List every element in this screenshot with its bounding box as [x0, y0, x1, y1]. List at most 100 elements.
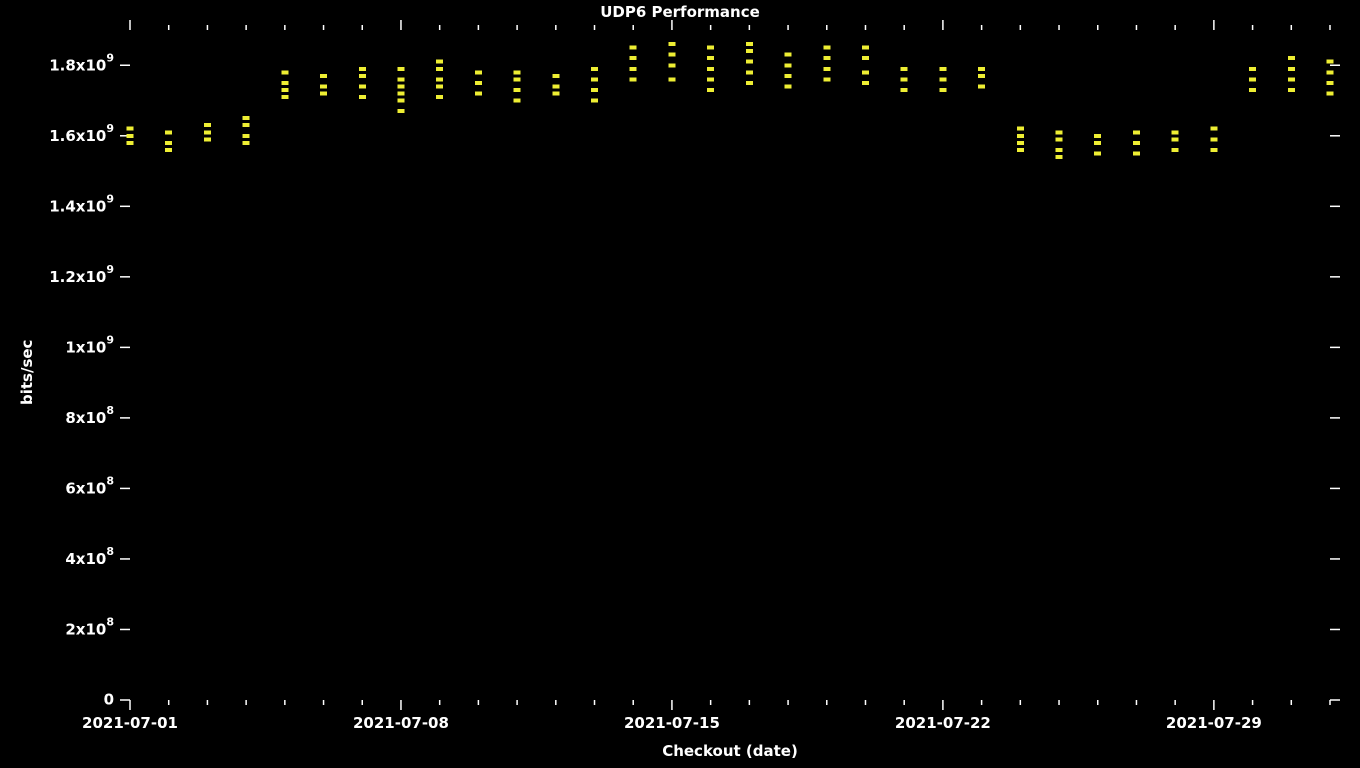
data-point [591, 99, 598, 103]
data-point [1327, 91, 1334, 95]
data-point [359, 95, 366, 99]
data-point [1327, 81, 1334, 85]
data-point [746, 42, 753, 46]
data-point [668, 42, 675, 46]
svg-text:1x109: 1x109 [65, 334, 114, 356]
data-point [320, 91, 327, 95]
data-point [668, 63, 675, 67]
data-point [862, 46, 869, 50]
data-point [165, 148, 172, 152]
data-point [436, 84, 443, 88]
data-point [823, 67, 830, 71]
svg-text:2021-07-08: 2021-07-08 [353, 714, 449, 732]
data-point [823, 56, 830, 60]
data-point [514, 88, 521, 92]
data-point [746, 81, 753, 85]
data-point [668, 77, 675, 81]
data-point [1017, 141, 1024, 145]
data-point [939, 77, 946, 81]
svg-text:8x108: 8x108 [65, 404, 114, 426]
data-point [436, 77, 443, 81]
data-point [707, 67, 714, 71]
svg-text:1.6x109: 1.6x109 [49, 122, 114, 144]
data-point [1017, 134, 1024, 138]
data-point [514, 99, 521, 103]
data-point [978, 67, 985, 71]
data-point [1327, 70, 1334, 74]
svg-text:4x108: 4x108 [65, 545, 114, 567]
data-point [591, 67, 598, 71]
data-point [359, 67, 366, 71]
data-point [1210, 148, 1217, 152]
svg-text:1.8x109: 1.8x109 [49, 52, 114, 74]
data-point [1249, 77, 1256, 81]
data-point [1056, 148, 1063, 152]
data-point [1172, 130, 1179, 134]
data-point [1288, 77, 1295, 81]
data-point [785, 74, 792, 78]
data-point [475, 81, 482, 85]
data-point [552, 84, 559, 88]
data-point [591, 88, 598, 92]
data-point [1249, 67, 1256, 71]
data-point [243, 134, 250, 138]
data-point [901, 77, 908, 81]
svg-text:6x108: 6x108 [65, 475, 114, 497]
data-point [359, 84, 366, 88]
data-point [1288, 67, 1295, 71]
data-point [320, 84, 327, 88]
data-point [243, 141, 250, 145]
data-point [397, 67, 404, 71]
data-point [127, 134, 134, 138]
svg-text:1.4x109: 1.4x109 [49, 193, 114, 215]
svg-text:2021-07-01: 2021-07-01 [82, 714, 178, 732]
data-point [862, 70, 869, 74]
data-point [514, 70, 521, 74]
data-point [707, 56, 714, 60]
data-point [165, 130, 172, 134]
data-point [1288, 88, 1295, 92]
data-point [1056, 130, 1063, 134]
data-point [1172, 148, 1179, 152]
data-point [1017, 148, 1024, 152]
data-point [862, 81, 869, 85]
data-point [862, 56, 869, 60]
data-point [785, 84, 792, 88]
data-point [1172, 137, 1179, 141]
data-point [165, 141, 172, 145]
data-point [1210, 127, 1217, 131]
svg-text:1.2x109: 1.2x109 [49, 263, 114, 285]
data-point [939, 88, 946, 92]
data-point [901, 67, 908, 71]
data-point [127, 127, 134, 131]
data-point [1094, 141, 1101, 145]
data-point [397, 84, 404, 88]
data-point [785, 53, 792, 57]
data-point [978, 84, 985, 88]
data-point [630, 46, 637, 50]
data-point [1094, 134, 1101, 138]
data-point [901, 88, 908, 92]
data-point [397, 77, 404, 81]
svg-text:2021-07-15: 2021-07-15 [624, 714, 720, 732]
data-point [978, 74, 985, 78]
svg-text:0: 0 [104, 691, 114, 709]
data-point [397, 109, 404, 113]
data-point [475, 70, 482, 74]
data-point [1133, 130, 1140, 134]
data-point [204, 137, 211, 141]
data-point [1133, 141, 1140, 145]
data-point [514, 77, 521, 81]
data-point [243, 116, 250, 120]
data-point [1133, 151, 1140, 155]
data-point [1249, 88, 1256, 92]
plot-svg: 02x1084x1086x1088x1081x1091.2x1091.4x109… [0, 0, 1360, 768]
data-point [397, 99, 404, 103]
data-point [359, 74, 366, 78]
data-point [630, 77, 637, 81]
data-point [1056, 155, 1063, 159]
data-point [823, 46, 830, 50]
data-point [1056, 137, 1063, 141]
data-point [243, 123, 250, 127]
data-point [436, 60, 443, 64]
